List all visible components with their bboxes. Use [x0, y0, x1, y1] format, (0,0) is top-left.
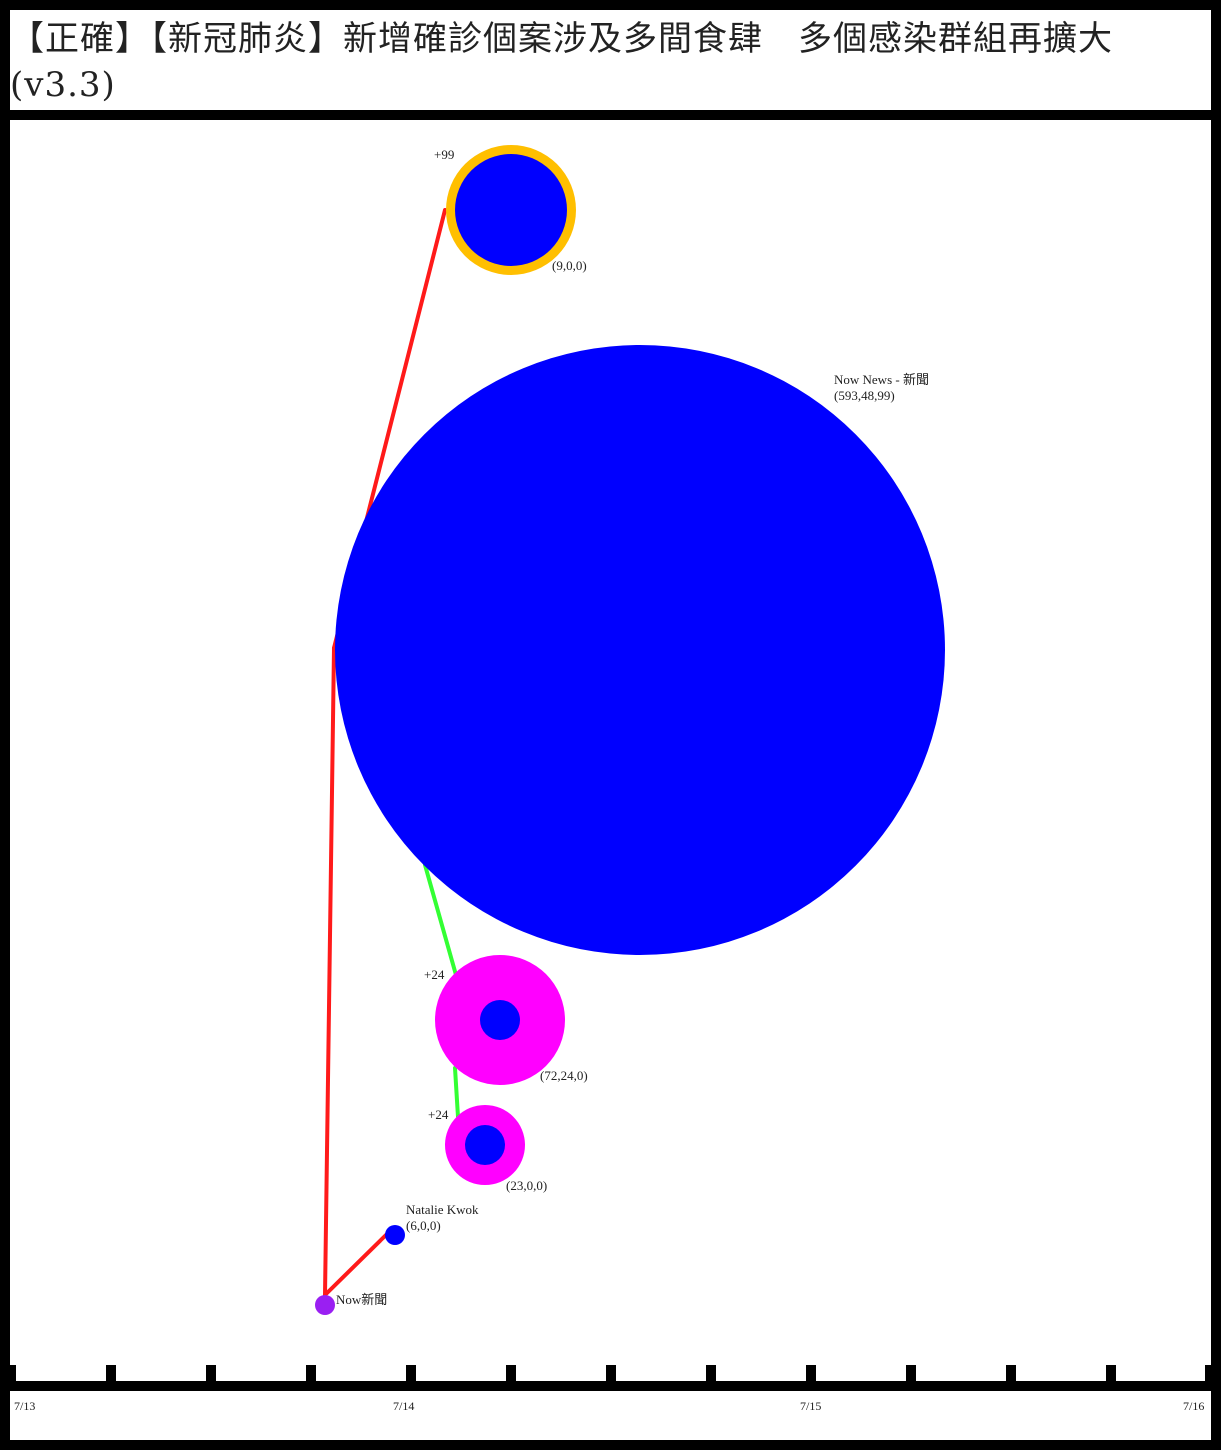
timeline-label: 7/16	[1183, 1399, 1204, 1413]
timeline-tick	[1205, 1365, 1213, 1385]
post-title: 【正確】【新冠肺炎】新增確診個案涉及多間食肆 多個感染群組再擴大(v3.3)	[10, 19, 1113, 105]
node-natalie[interactable]: Natalie Kwok (6,0,0)	[385, 1202, 479, 1245]
node-big-core	[335, 345, 945, 955]
edge-mid1-to-mid2	[453, 1066, 460, 1119]
node-big-name: Now News - 新聞	[834, 372, 929, 387]
node-mid2-stats: (23,0,0)	[506, 1178, 547, 1193]
node-mid2[interactable]: +24 (23,0,0)	[428, 1105, 547, 1193]
timeline-tick	[706, 1365, 716, 1385]
timeline-tick	[8, 1365, 16, 1385]
node-mid2-badge: +24	[428, 1107, 449, 1122]
timeline-tick	[906, 1365, 916, 1385]
node-big[interactable]: Now News - 新聞 (593,48,99)	[335, 345, 945, 955]
title-box: 【正確】【新冠肺炎】新增確診個案涉及多間食肆 多個感染群組再擴大(v3.3)	[10, 10, 1211, 120]
timeline-tick	[606, 1365, 616, 1385]
timeline-tick	[1106, 1365, 1116, 1385]
timeline-axis-line	[10, 1381, 1211, 1391]
node-natalie-stats: (6,0,0)	[406, 1218, 441, 1233]
timeline-tick	[1006, 1365, 1016, 1385]
node-mid1-stats: (72,24,0)	[540, 1068, 588, 1083]
node-mid1[interactable]: +24 (72,24,0)	[424, 955, 588, 1085]
node-mid2-core	[465, 1125, 505, 1165]
edge-root-to-natalie	[323, 1230, 391, 1297]
timeline-tick	[506, 1365, 516, 1385]
node-mid1-badge: +24	[424, 967, 445, 982]
node-root-core	[315, 1295, 335, 1315]
node-root-name: Now新聞	[336, 1292, 387, 1307]
timeline-label: 7/14	[393, 1399, 414, 1413]
node-natalie-core	[385, 1225, 405, 1245]
edge-root-to-big	[323, 646, 336, 1297]
node-top-core	[455, 154, 567, 266]
edge-big-to-mid1	[423, 863, 458, 977]
timeline-tick	[106, 1365, 116, 1385]
node-root[interactable]: Now新聞	[315, 1292, 387, 1315]
timeline-tick	[206, 1365, 216, 1385]
timeline-tick	[406, 1365, 416, 1385]
timeline-label: 7/13	[14, 1399, 35, 1413]
node-top-stats: (9,0,0)	[552, 258, 587, 273]
node-natalie-name: Natalie Kwok	[406, 1202, 479, 1217]
node-top-badge: +99	[434, 147, 454, 162]
timeline-tick	[306, 1365, 316, 1385]
timeline-label: 7/15	[800, 1399, 821, 1413]
timeline-tick	[806, 1365, 816, 1385]
node-big-stats: (593,48,99)	[834, 388, 895, 403]
node-top[interactable]: +99 (9,0,0)	[434, 145, 587, 275]
timeline-axis: 7/13 7/14 7/15 7/16	[8, 1365, 1213, 1413]
node-mid1-core	[480, 1000, 520, 1040]
